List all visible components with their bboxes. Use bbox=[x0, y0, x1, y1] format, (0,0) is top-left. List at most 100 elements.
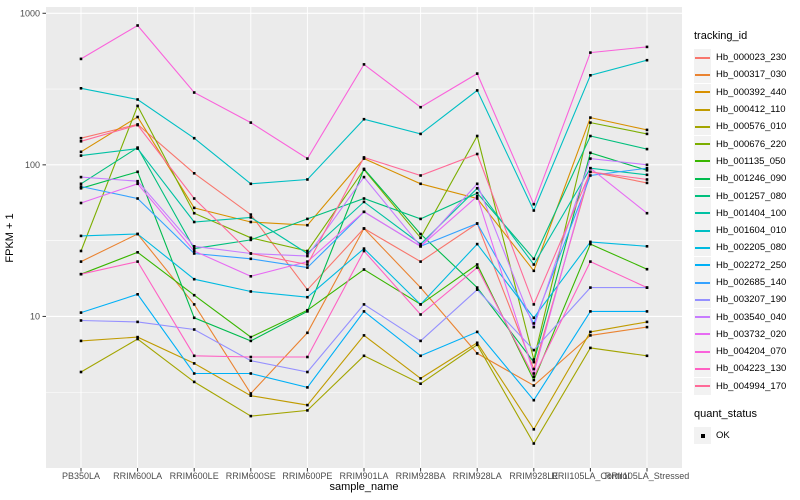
data-point bbox=[79, 154, 83, 157]
data-point bbox=[249, 182, 253, 186]
data-point bbox=[475, 197, 479, 200]
data-point bbox=[136, 232, 139, 236]
data-point bbox=[362, 354, 366, 358]
data-point bbox=[475, 352, 479, 355]
data-point bbox=[192, 220, 196, 224]
x-tick-label: RRIM600PE bbox=[282, 471, 332, 481]
data-point bbox=[589, 242, 592, 246]
data-point bbox=[79, 187, 83, 190]
data-point bbox=[589, 51, 592, 54]
legend-key-icon bbox=[694, 222, 711, 240]
data-point bbox=[475, 286, 479, 289]
legend-label: Hb_004204_070 bbox=[716, 346, 787, 358]
legend-label: Hb_001604_010 bbox=[716, 225, 787, 237]
data-point bbox=[306, 295, 309, 299]
data-point bbox=[306, 331, 309, 335]
data-point bbox=[475, 152, 479, 156]
legend-key-icon bbox=[694, 256, 711, 274]
data-point bbox=[306, 252, 309, 255]
data-point bbox=[532, 360, 536, 364]
x-tick-label: RRIM928BA bbox=[396, 471, 446, 481]
data-point bbox=[645, 178, 649, 181]
data-point bbox=[532, 358, 536, 361]
data-point bbox=[306, 263, 309, 266]
legend-key-icon bbox=[694, 204, 711, 222]
data-point bbox=[306, 288, 309, 291]
x-tick-label: RRIM600LA bbox=[113, 471, 162, 481]
legend-label: Hb_000023_230 bbox=[716, 52, 787, 64]
y-tick-label: 10 bbox=[30, 311, 40, 321]
x-tick-label: RRII105LA_Control bbox=[551, 471, 629, 481]
data-point bbox=[645, 45, 649, 49]
legend-key-icon bbox=[694, 274, 711, 291]
data-point bbox=[306, 310, 309, 313]
data-point bbox=[306, 217, 309, 221]
data-point bbox=[362, 117, 366, 121]
legend-entry-Hb_000023_230: Hb_000023_230 bbox=[694, 49, 800, 67]
data-point bbox=[362, 227, 366, 230]
legend-key-icon bbox=[694, 239, 711, 257]
data-point bbox=[249, 121, 253, 124]
data-point bbox=[532, 269, 536, 273]
data-point bbox=[136, 197, 139, 200]
data-point bbox=[192, 197, 196, 200]
x-tick-label: RRIM901LA bbox=[339, 471, 388, 481]
legend-key-icon bbox=[694, 170, 711, 188]
data-point bbox=[589, 74, 592, 77]
data-point bbox=[589, 260, 592, 263]
data-point bbox=[362, 310, 366, 313]
data-point bbox=[192, 91, 196, 94]
x-tick-label: RRIM928LA bbox=[453, 471, 502, 481]
data-point bbox=[362, 167, 366, 171]
data-point bbox=[419, 260, 422, 263]
legend-label: Hb_002205_080 bbox=[716, 242, 787, 254]
data-point bbox=[192, 249, 196, 253]
data-point bbox=[249, 220, 253, 224]
data-point bbox=[475, 330, 479, 334]
data-point bbox=[475, 191, 479, 195]
data-point bbox=[589, 240, 592, 244]
data-point bbox=[645, 320, 649, 324]
data-point bbox=[645, 354, 649, 358]
legend-entry-Hb_000676_220: Hb_000676_220 bbox=[694, 135, 800, 153]
data-point bbox=[645, 166, 649, 170]
data-point bbox=[532, 263, 536, 266]
data-point bbox=[419, 182, 422, 186]
data-point bbox=[645, 211, 649, 215]
data-point bbox=[249, 335, 253, 339]
data-point bbox=[249, 392, 253, 395]
legend-label: Hb_001135_050 bbox=[716, 155, 786, 167]
legend-label: Hb_003732_020 bbox=[716, 328, 787, 340]
data-point bbox=[306, 403, 309, 407]
data-point bbox=[136, 147, 139, 150]
data-point bbox=[136, 98, 139, 101]
data-point bbox=[645, 163, 649, 167]
data-point bbox=[249, 355, 253, 359]
data-point bbox=[532, 398, 536, 402]
data-point bbox=[362, 197, 366, 200]
data-point bbox=[306, 223, 309, 227]
data-point bbox=[306, 386, 309, 389]
data-point bbox=[645, 128, 649, 132]
quant-ok-label: OK bbox=[716, 430, 730, 442]
data-point bbox=[306, 370, 309, 374]
x-tick-label: RRIM600LE bbox=[170, 471, 219, 481]
legend-label: Hb_001404_100 bbox=[716, 207, 787, 219]
data-point bbox=[645, 132, 649, 136]
data-point bbox=[419, 105, 422, 109]
legend-key-icon bbox=[694, 152, 711, 170]
data-point bbox=[419, 132, 422, 136]
legend-entries: Hb_000023_230 Hb_000317_030 Hb_000392_440 H… bbox=[694, 49, 800, 395]
legend-label: Hb_000317_030 bbox=[716, 69, 787, 81]
x-axis-title: sample_name bbox=[329, 481, 399, 493]
legend-key-icon bbox=[694, 325, 711, 343]
data-point bbox=[475, 263, 479, 266]
data-point bbox=[645, 169, 649, 172]
legend-entry-Hb_004994_170: Hb_004994_170 bbox=[694, 377, 800, 395]
data-point bbox=[419, 339, 422, 343]
data-point bbox=[589, 330, 592, 334]
data-point bbox=[475, 72, 479, 75]
data-point bbox=[249, 213, 253, 216]
data-point bbox=[192, 247, 196, 250]
data-point bbox=[192, 303, 196, 306]
